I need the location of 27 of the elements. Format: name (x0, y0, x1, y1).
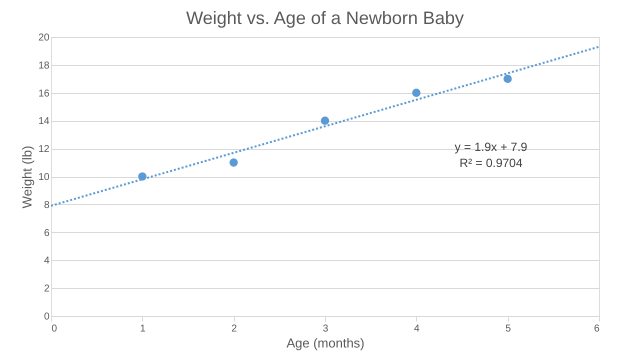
x-tick-label: 0 (52, 324, 58, 334)
y-tick-label: 20 (38, 32, 50, 44)
x-tick-label: 1 (140, 324, 146, 334)
y-tick-label: 10 (38, 172, 50, 183)
x-tick-label: 2 (231, 324, 238, 334)
y-axis-title: Weight (lb) (19, 146, 34, 208)
x-tick-label: 3 (322, 324, 329, 334)
y-tick-label: 12 (38, 144, 50, 156)
y-tick-label: 0 (44, 312, 50, 322)
x-tick-label: 5 (505, 324, 512, 334)
y-tick-label: 18 (38, 60, 50, 72)
point (320, 116, 330, 125)
y-tick-label: 14 (38, 116, 50, 128)
x-tick-label: 6 (594, 324, 600, 334)
chart-title: Weight vs. Age of a Newborn Baby (186, 8, 464, 28)
y-tick-label: 4 (44, 256, 50, 267)
point (229, 158, 238, 167)
y-tick-label: 16 (38, 88, 50, 100)
y-tick-label: 6 (44, 228, 50, 239)
x-tick-label: 4 (414, 324, 420, 334)
x-axis-title: Age (months) (286, 336, 365, 350)
annotation: y = 1.9x + 7.9 (454, 140, 528, 154)
point (412, 88, 421, 97)
annotation: R² = 0.9704 (459, 156, 523, 170)
y-tick-label: 8 (44, 200, 50, 211)
y-tick-label: 2 (44, 284, 50, 295)
point (503, 74, 512, 84)
